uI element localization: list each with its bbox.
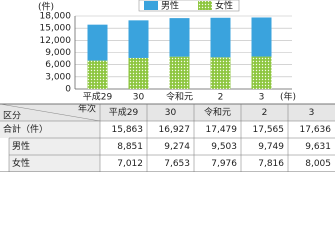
cell: 15,863: [112, 125, 144, 135]
cell: 7,816: [258, 159, 284, 169]
y-tick-label: 15,000: [40, 24, 72, 34]
row-label-bg: [9, 155, 100, 172]
column-header: 3: [309, 108, 315, 118]
x-unit: (年): [280, 91, 296, 103]
cell: 17,636: [300, 125, 332, 135]
cell: 8,851: [117, 142, 143, 152]
bar-segment: [251, 17, 272, 57]
cell: 9,631: [305, 142, 331, 152]
y-unit: (件): [38, 1, 54, 13]
x-tick-label: 2: [218, 93, 224, 103]
bar-segment: [210, 57, 231, 89]
row-label: 女性: [12, 157, 30, 169]
header-bg: [0, 104, 335, 121]
y-tick-label: 6,000: [45, 60, 71, 70]
cell: 7,976: [211, 159, 237, 169]
page: (件) 0 3,000 6,000 9,000 12,000 15,000 18,000 男性女…: [0, 0, 335, 172]
row-label-bg: [0, 121, 100, 138]
corner-top: 年次: [78, 103, 96, 115]
cell: 9,274: [164, 142, 190, 152]
row-label: 合計（件）: [3, 123, 48, 135]
legend-box: [138, 0, 240, 12]
row-label-bg: [9, 138, 100, 155]
bar-segment: [128, 20, 149, 58]
x-tick-label: 3: [259, 93, 265, 103]
row-label: 男性: [12, 140, 30, 152]
column-header: 令和元: [204, 106, 231, 118]
cell: 8,005: [305, 159, 331, 169]
y-tick-label: 0: [65, 85, 71, 95]
bar-segment: [87, 24, 108, 61]
bar-segment: [87, 60, 108, 89]
x-tick-label: 平成29: [83, 91, 113, 103]
legend-swatch: [198, 1, 212, 10]
cell: 9,503: [211, 142, 237, 152]
column-header: 30: [165, 108, 177, 118]
bar-segment: [169, 18, 190, 57]
bar-segment: [210, 17, 231, 58]
cell: 7,653: [164, 159, 190, 169]
cell: 17,479: [206, 125, 238, 135]
bar-segment: [251, 56, 272, 89]
y-tick-label: 3,000: [45, 72, 71, 82]
y-tick-label: 12,000: [40, 36, 72, 46]
cell: 16,927: [159, 125, 191, 135]
y-tick-label: 9,000: [45, 48, 71, 58]
cell: 7,012: [117, 159, 143, 169]
x-tick-label: 30: [133, 93, 145, 103]
column-header: 2: [262, 108, 268, 118]
figure: (件)03,0006,0009,00012,00015,00018,000男性女…: [0, 0, 335, 172]
bar-segment: [169, 56, 190, 89]
corner-bottom: 区分: [3, 111, 21, 122]
cell: 9,749: [258, 142, 284, 152]
legend-label: 女性: [215, 0, 233, 12]
cell: 17,565: [253, 125, 285, 135]
bar-segment: [128, 57, 149, 89]
legend-swatch: [144, 1, 158, 10]
legend-label: 男性: [161, 0, 179, 12]
corner-diagonal: [0, 103, 101, 122]
column-header: 平成29: [109, 106, 139, 118]
x-tick-label: 令和元: [166, 91, 193, 103]
y-tick-label: 18,000: [40, 12, 72, 22]
